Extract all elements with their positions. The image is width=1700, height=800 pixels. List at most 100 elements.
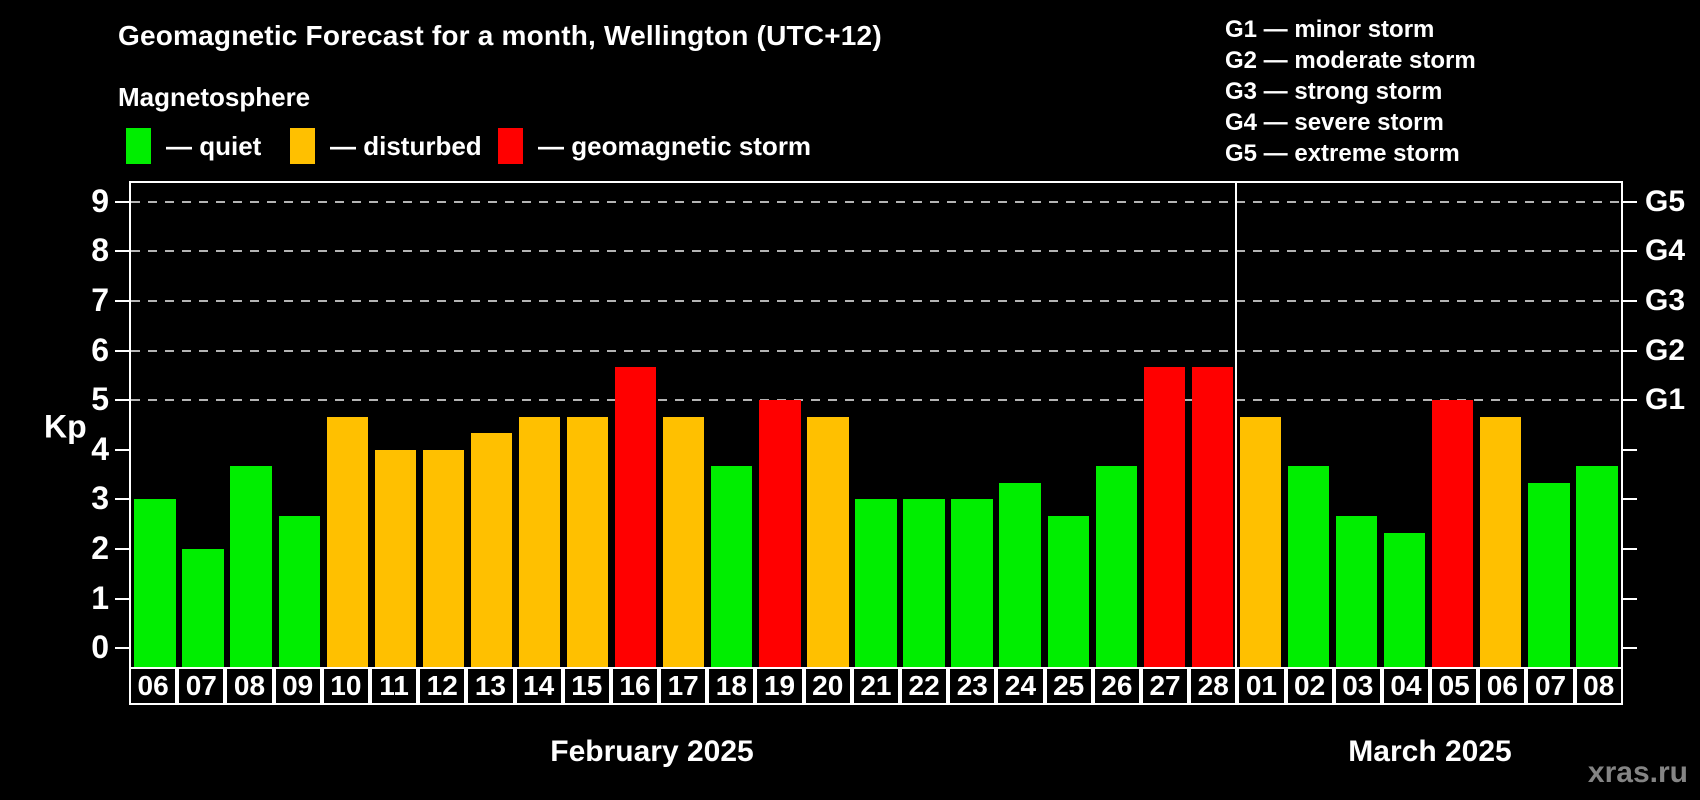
legend-item-storm: — geomagnetic storm xyxy=(498,128,811,164)
legend-label-disturbed: — disturbed xyxy=(330,130,482,161)
day-label-march-03: 03 xyxy=(1333,667,1382,705)
kp-bar-february-22 xyxy=(903,499,945,667)
day-label-february-06: 06 xyxy=(129,667,178,705)
y-axis-number-4: 4 xyxy=(91,430,109,467)
kp-bar-february-21 xyxy=(855,499,897,667)
gridline-kp6 xyxy=(131,349,1621,352)
bar-slot-february-25 xyxy=(1044,183,1092,667)
kp-bar-february-10 xyxy=(326,416,368,667)
day-label-march-08: 08 xyxy=(1574,667,1623,705)
day-label-february-25: 25 xyxy=(1044,667,1093,705)
day-label-march-07: 07 xyxy=(1526,667,1575,705)
kp-bar-february-18 xyxy=(711,466,753,667)
day-label-february-08: 08 xyxy=(225,667,274,705)
legend-swatch-quiet xyxy=(126,128,151,164)
g-scale-label-g5: G5 xyxy=(1645,184,1686,218)
y-tick-left-2 xyxy=(115,547,129,550)
g-scale-label-g3: G3 xyxy=(1645,284,1686,318)
bar-slot-february-09 xyxy=(275,183,323,667)
day-label-march-02: 02 xyxy=(1285,667,1334,705)
y-axis-number-3: 3 xyxy=(91,480,109,517)
y-tick-right-0 xyxy=(1623,647,1637,650)
day-label-march-06: 06 xyxy=(1478,667,1527,705)
bar-slot-february-21 xyxy=(852,183,900,667)
y-axis-number-0: 0 xyxy=(91,628,109,665)
bar-slot-march-03 xyxy=(1333,183,1381,667)
bar-slot-march-06 xyxy=(1477,183,1525,667)
kp-bar-february-12 xyxy=(422,449,465,667)
bar-slot-february-24 xyxy=(996,183,1044,667)
kp-bar-february-19 xyxy=(759,400,801,667)
day-label-march-01: 01 xyxy=(1237,667,1286,705)
day-label-february-26: 26 xyxy=(1092,667,1141,705)
g-scale-label-g1: G1 xyxy=(1645,383,1686,417)
y-axis-number-9: 9 xyxy=(91,182,109,219)
y-tick-right-5 xyxy=(1623,399,1637,402)
day-label-february-24: 24 xyxy=(996,667,1045,705)
bar-slot-march-07 xyxy=(1525,183,1573,667)
kp-bar-february-28 xyxy=(1191,366,1234,667)
gridline-kp9 xyxy=(131,200,1621,203)
kp-bar-february-26 xyxy=(1095,466,1137,667)
legend-item-quiet: — quiet xyxy=(126,128,261,164)
gridline-kp5 xyxy=(131,399,1621,402)
storm-scale-legend: G1 — minor storm G2 — moderate storm G3 — … xyxy=(1225,14,1476,169)
bar-slot-february-10 xyxy=(323,183,371,667)
kp-bar-march-05 xyxy=(1432,400,1474,667)
storm-scale-line-g5: G5 — extreme storm xyxy=(1225,140,1460,167)
legend-item-disturbed: — disturbed xyxy=(290,128,482,164)
y-tick-left-6 xyxy=(115,349,129,352)
bar-slot-february-06 xyxy=(131,183,179,667)
bar-slot-march-08 xyxy=(1573,183,1621,667)
legend-label-quiet: — quiet xyxy=(166,130,262,161)
y-axis-number-7: 7 xyxy=(91,281,109,318)
y-tick-left-5 xyxy=(115,399,129,402)
month-label-february: February 2025 xyxy=(550,735,754,768)
kp-bar-march-04 xyxy=(1383,532,1426,667)
day-label-february-23: 23 xyxy=(948,667,997,705)
bar-slot-february-14 xyxy=(516,183,564,667)
kp-bar-february-25 xyxy=(1047,515,1089,667)
day-label-february-21: 21 xyxy=(851,667,900,705)
day-label-february-13: 13 xyxy=(466,667,515,705)
y-axis-number-1: 1 xyxy=(91,579,109,616)
bar-slot-february-28 xyxy=(1188,183,1236,667)
bar-slot-march-01 xyxy=(1236,183,1284,667)
kp-bar-february-13 xyxy=(470,433,513,667)
storm-scale-line-g4: G4 — severe storm xyxy=(1225,109,1444,136)
bar-slot-march-04 xyxy=(1381,183,1429,667)
y-tick-right-8 xyxy=(1623,250,1637,253)
day-label-february-12: 12 xyxy=(418,667,467,705)
plot-area xyxy=(129,181,1623,669)
bar-slot-february-23 xyxy=(948,183,996,667)
y-tick-right-7 xyxy=(1623,300,1637,303)
kp-bar-february-09 xyxy=(278,515,320,667)
kp-bar-february-17 xyxy=(663,416,705,667)
bar-slot-february-07 xyxy=(179,183,227,667)
kp-bar-february-15 xyxy=(566,416,609,667)
bar-slot-march-02 xyxy=(1285,183,1333,667)
kp-bar-february-27 xyxy=(1143,366,1185,667)
day-label-march-04: 04 xyxy=(1381,667,1431,705)
y-axis-number-6: 6 xyxy=(91,331,109,368)
y-tick-left-9 xyxy=(115,200,129,203)
y-tick-left-8 xyxy=(115,250,129,253)
watermark: xras.ru xyxy=(1587,756,1688,789)
kp-bar-february-08 xyxy=(230,466,272,667)
day-label-february-20: 20 xyxy=(803,667,852,705)
y-tick-right-1 xyxy=(1623,597,1637,600)
y-tick-right-4 xyxy=(1623,448,1637,451)
day-label-february-15: 15 xyxy=(562,667,611,705)
kp-bar-march-03 xyxy=(1335,515,1378,667)
day-label-february-14: 14 xyxy=(514,667,563,705)
day-label-march-05: 05 xyxy=(1430,667,1479,705)
day-label-february-17: 17 xyxy=(659,667,708,705)
bar-slot-february-18 xyxy=(708,183,756,667)
kp-axis-label: Kp xyxy=(44,408,87,445)
y-tick-right-9 xyxy=(1623,200,1637,203)
y-tick-left-3 xyxy=(115,498,129,501)
bar-slot-february-22 xyxy=(900,183,948,667)
day-label-february-19: 19 xyxy=(755,667,804,705)
kp-bar-march-08 xyxy=(1576,466,1618,667)
